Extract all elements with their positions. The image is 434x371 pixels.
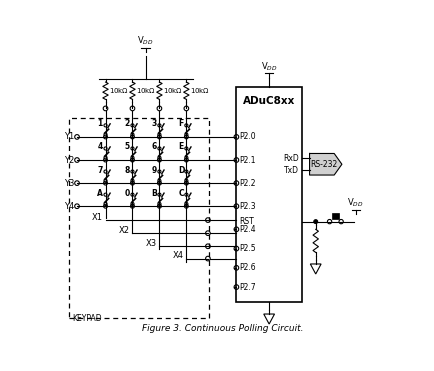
Text: 4: 4	[97, 142, 102, 151]
Text: 3: 3	[151, 119, 156, 128]
Text: P2.6: P2.6	[239, 263, 256, 272]
Text: 0: 0	[124, 188, 129, 198]
Text: P2.7: P2.7	[239, 283, 256, 292]
Text: Y3: Y3	[64, 178, 75, 188]
Text: P2.2: P2.2	[239, 178, 255, 188]
Text: 10k$\Omega$: 10k$\Omega$	[136, 86, 156, 95]
Bar	[331, 213, 339, 219]
Circle shape	[313, 220, 317, 224]
Text: B: B	[151, 188, 157, 198]
Text: RST: RST	[239, 217, 253, 226]
Text: V$_{DD}$: V$_{DD}$	[260, 60, 277, 73]
Text: RS-232: RS-232	[309, 160, 336, 169]
Text: P2.0: P2.0	[239, 132, 256, 141]
Text: P2.5: P2.5	[239, 244, 256, 253]
Text: V$_{DD}$: V$_{DD}$	[137, 35, 154, 47]
Text: 10k$\Omega$: 10k$\Omega$	[109, 86, 129, 95]
Text: TxD: TxD	[283, 165, 298, 174]
Text: RxD: RxD	[283, 154, 298, 163]
Text: Y1: Y1	[64, 132, 75, 141]
Text: C: C	[178, 188, 183, 198]
Text: KEYPAD: KEYPAD	[72, 314, 102, 323]
Text: V$_{DD}$: V$_{DD}$	[347, 197, 363, 209]
Text: X3: X3	[146, 239, 157, 248]
Text: 9: 9	[151, 165, 156, 174]
Text: 5: 5	[124, 142, 129, 151]
Text: Y4: Y4	[64, 202, 75, 211]
Text: Figure 3. Continuous Polling Circuit.: Figure 3. Continuous Polling Circuit.	[142, 324, 303, 333]
Text: X2: X2	[119, 226, 130, 234]
Text: P2.3: P2.3	[239, 202, 256, 211]
Text: 8: 8	[124, 165, 129, 174]
Bar	[236, 87, 301, 302]
Text: 7: 7	[97, 165, 102, 174]
Text: X1: X1	[92, 213, 103, 221]
Text: E: E	[178, 142, 183, 151]
Text: 10k$\Omega$: 10k$\Omega$	[163, 86, 183, 95]
Text: Y2: Y2	[64, 155, 75, 164]
Text: X4: X4	[173, 251, 184, 260]
Text: D: D	[178, 165, 184, 174]
Text: F: F	[178, 119, 183, 128]
Text: 2: 2	[124, 119, 129, 128]
Text: 1: 1	[97, 119, 102, 128]
Text: 10k$\Omega$: 10k$\Omega$	[190, 86, 210, 95]
Text: P2.1: P2.1	[239, 155, 255, 164]
Text: ADuC8xx: ADuC8xx	[243, 96, 295, 106]
Polygon shape	[309, 154, 341, 175]
Text: P2.4: P2.4	[239, 225, 256, 234]
Text: A: A	[97, 188, 103, 198]
Text: 6: 6	[151, 142, 156, 151]
